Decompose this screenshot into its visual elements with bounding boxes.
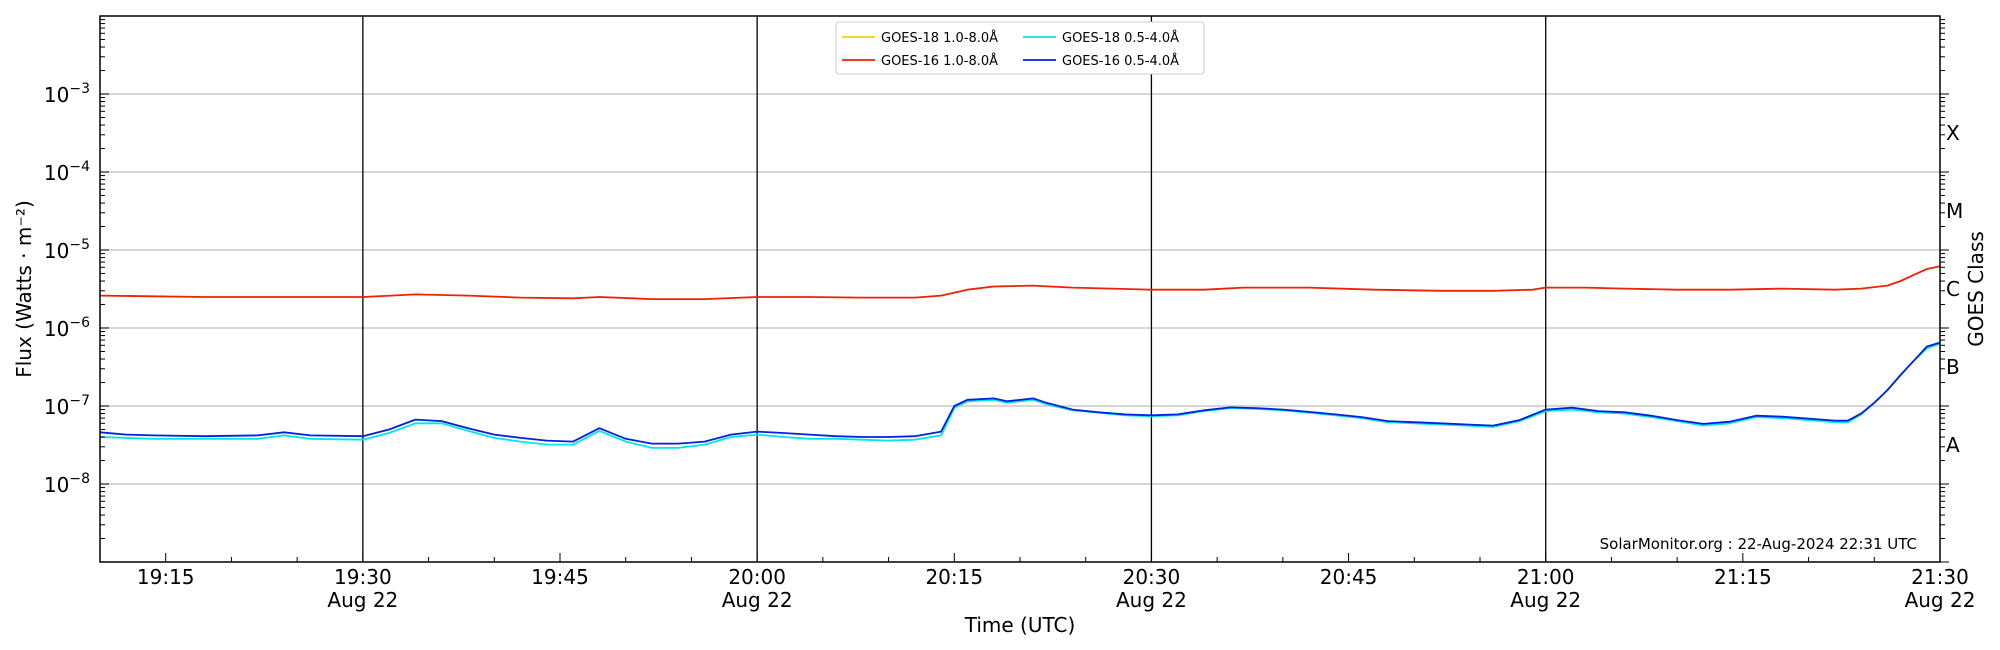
x-tick-label: 20:45 <box>1320 565 1378 589</box>
x-tick-date-label: Aug 22 <box>327 588 398 612</box>
x-tick-date-label: Aug 22 <box>1116 588 1187 612</box>
x-tick-date-label: Aug 22 <box>1905 588 1976 612</box>
goes-class-label: A <box>1946 433 1960 457</box>
right-axis-title: GOES Class <box>1964 231 1988 347</box>
x-tick-label: 21:30 <box>1911 565 1969 589</box>
goes-class-labels: A B C M X <box>1946 121 1963 457</box>
x-tick-date-label: Aug 22 <box>722 588 793 612</box>
x-tick-label: 20:00 <box>728 565 786 589</box>
legend-label: GOES-16 1.0-8.0Å <box>881 53 998 69</box>
x-tick-label: 21:15 <box>1714 565 1772 589</box>
goes-class-label: B <box>1946 355 1960 379</box>
y-tick-labels: 10−810−710−610−510−410−3 <box>44 81 90 497</box>
x-tick-label: 21:00 <box>1517 565 1575 589</box>
goes-class-label: M <box>1946 199 1963 223</box>
series-line-goes-16-0-5-4-0- <box>99 341 1941 445</box>
y-tick-label: 10−5 <box>44 237 90 263</box>
axis-ticks <box>99 19 1949 563</box>
legend: GOES-18 1.0-8.0Å GOES-18 0.5-4.0Å GOES-16 … <box>835 21 1205 75</box>
y-axis-title: Flux (Watts · m⁻²) <box>12 200 36 378</box>
series-layer <box>99 265 1941 449</box>
goes-class-label: X <box>1946 121 1960 145</box>
x-axis-title: Time (UTC) <box>964 613 1076 637</box>
x-tick-label: 19:15 <box>137 565 195 589</box>
x-tick-label: 19:30 <box>334 565 392 589</box>
legend-label: GOES-18 1.0-8.0Å <box>881 30 998 46</box>
series-line-goes-16-1-0-8-0- <box>99 265 1941 300</box>
grid-lines <box>100 93 1940 485</box>
x-tick-label: 20:30 <box>1123 565 1181 589</box>
x-tick-date-label: Aug 22 <box>1510 588 1581 612</box>
x-tick-label: 19:45 <box>531 565 589 589</box>
legend-box <box>835 21 1205 75</box>
goes-class-label: C <box>1946 277 1960 301</box>
solarmonitor-stamp: SolarMonitor.org : 22-Aug-2024 22:31 UTC <box>1600 535 1917 553</box>
legend-label: GOES-16 0.5-4.0Å <box>1062 53 1179 69</box>
legend-label: GOES-18 0.5-4.0Å <box>1062 30 1179 46</box>
y-tick-label: 10−4 <box>44 159 90 185</box>
x-tick-label: 20:15 <box>925 565 983 589</box>
